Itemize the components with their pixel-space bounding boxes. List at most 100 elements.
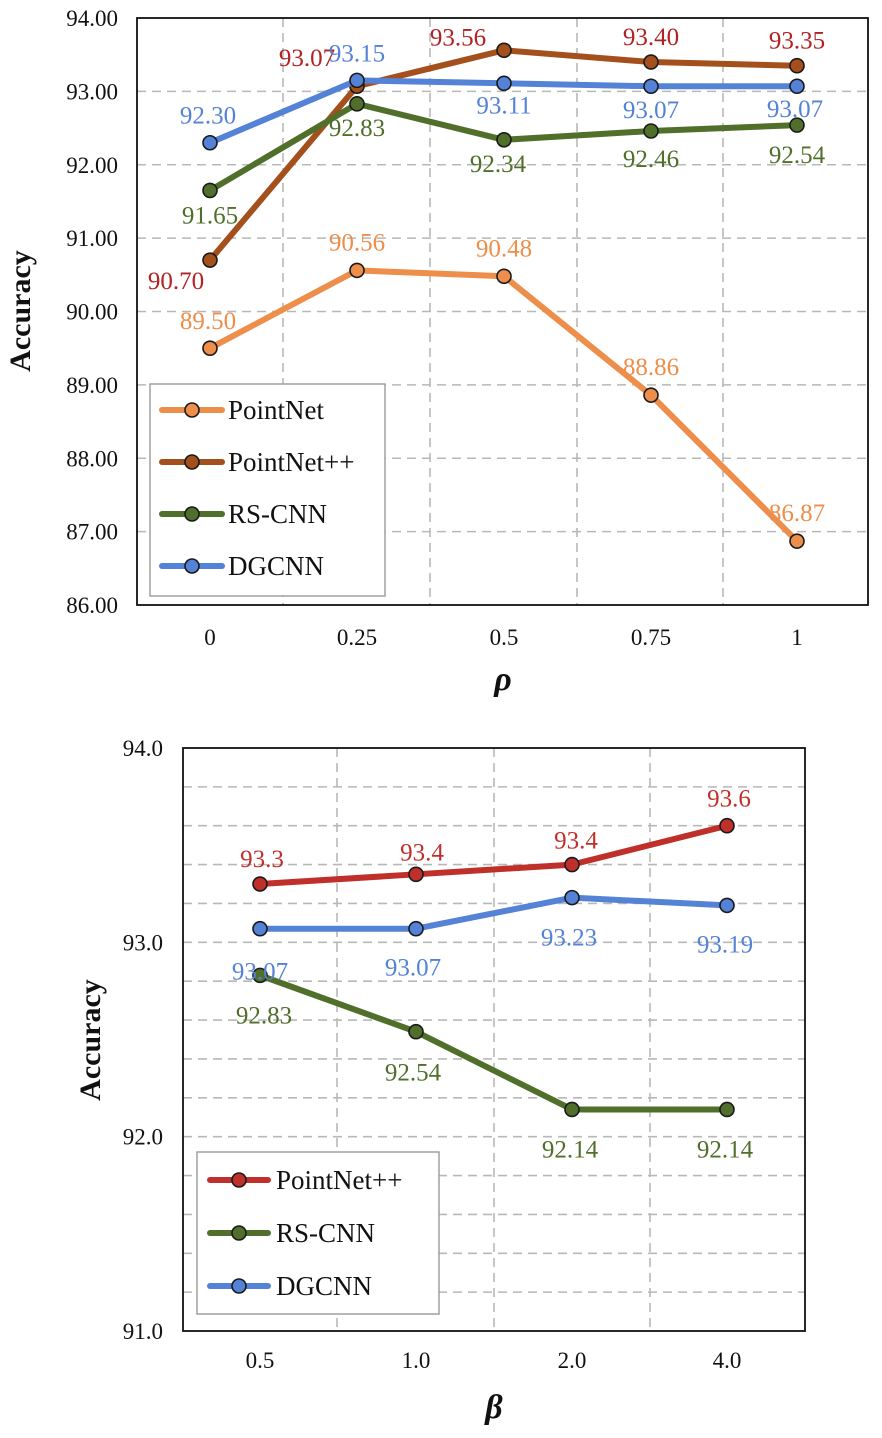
legend: PointNet++ RS-CNN DGCNN: [196, 1151, 440, 1315]
series-rs-cnn: 91.65 92.83 92.34 92.46 92.54: [182, 96, 826, 229]
data-label: 93.6: [707, 786, 751, 813]
data-label: 93.07: [279, 45, 335, 72]
data-point: [564, 856, 580, 873]
data-label: 93.07: [767, 96, 823, 123]
data-point: [564, 889, 580, 906]
data-label: 90.70: [148, 268, 204, 295]
data-point: [408, 1023, 424, 1040]
legend-label: DGCNN: [276, 1271, 372, 1301]
data-point: [564, 1101, 580, 1118]
data-point: [719, 817, 735, 834]
legend-item: RS-CNN: [207, 1218, 375, 1248]
data-label: 92.34: [470, 151, 527, 178]
data-label: 93.11: [476, 92, 531, 119]
x-axis-title: β: [483, 1389, 503, 1426]
data-label: 93.07: [232, 959, 288, 986]
data-point: [202, 340, 218, 356]
data-label: 93.07: [385, 955, 441, 982]
legend-item: PointNet: [159, 395, 325, 425]
legend-item: DGCNN: [159, 551, 324, 581]
data-point: [789, 533, 805, 549]
data-point: [643, 54, 659, 70]
legend-label: RS-CNN: [276, 1218, 375, 1248]
series-rs-cnn: 92.83 92.54 92.14 92.14: [236, 967, 754, 1163]
legend-swatch-marker: [184, 558, 200, 574]
y-tick-label: 86.00: [66, 593, 118, 618]
data-point: [202, 182, 218, 199]
x-tick-label: 0: [204, 625, 216, 650]
y-tick-label: 91.00: [66, 226, 118, 251]
plot-area-frame: [182, 747, 806, 1332]
series-line: [257, 822, 730, 888]
data-point: [496, 132, 512, 148]
data-point: [202, 252, 218, 268]
y-tick-label: 93.00: [66, 79, 118, 104]
legend-label: PointNet++: [276, 1165, 402, 1195]
data-point: [408, 866, 424, 883]
data-point: [789, 78, 805, 95]
data-label: 92.14: [542, 1136, 599, 1163]
legend-swatch-marker: [184, 506, 200, 522]
data-label: 93.19: [697, 931, 753, 958]
data-label: 92.46: [623, 146, 679, 173]
y-tick-label: 88.00: [66, 446, 118, 471]
data-label: 93.35: [769, 28, 825, 55]
legend: PointNet PointNet++ RS-CNN DGCNN: [149, 383, 386, 597]
data-point: [789, 117, 805, 133]
data-point: [643, 123, 659, 139]
legend-item: DGCNN: [207, 1271, 372, 1301]
x-tick-label: 1: [791, 625, 803, 650]
legend-label: PointNet: [228, 395, 325, 425]
legend-swatch-marker: [231, 1278, 247, 1294]
legend-label: RS-CNN: [228, 499, 327, 529]
data-point: [719, 1101, 735, 1118]
data-label: 90.48: [476, 235, 532, 262]
legend-item: RS-CNN: [159, 499, 327, 529]
data-label: 91.65: [182, 202, 238, 229]
legend-item: PointNet++: [207, 1165, 402, 1195]
data-point: [252, 967, 268, 984]
x-tick-label: 0.5: [490, 625, 519, 650]
x-tick-label: 0.25: [337, 625, 377, 650]
series-pointnet-: 93.3 93.4 93.4 93.6: [240, 786, 751, 892]
data-label: 92.54: [769, 142, 826, 169]
data-label: 92.54: [385, 1060, 442, 1087]
data-point: [496, 75, 512, 92]
data-label: 93.15: [329, 40, 385, 67]
y-tick-label: 94.00: [66, 6, 118, 31]
y-tick-label: 87.00: [66, 520, 118, 545]
legend-label: DGCNN: [228, 551, 324, 581]
data-point: [252, 876, 268, 892]
series-pointnet-: 90.70 93.07 93.56 93.40 93.35: [148, 24, 825, 295]
y-tick-label: 92.00: [66, 153, 118, 178]
data-label: 93.3: [240, 846, 284, 873]
data-label: 90.56: [329, 229, 385, 256]
chart-2: 91.0 92.0 93.0 94.0 0.5 1.0 2.0 4.0 Accuracy β 93.…: [74, 736, 806, 1426]
legend-swatch-marker: [231, 1225, 247, 1241]
y-axis-title: Accuracy: [74, 979, 107, 1101]
data-point: [643, 78, 659, 95]
data-point: [349, 262, 365, 279]
series-pointnet: 89.50 90.56 90.48 88.86 86.87: [180, 229, 825, 549]
series-dgcnn: 92.30 93.15 93.11 93.07 93.07: [180, 40, 823, 151]
series-line: [257, 894, 730, 932]
chart-1: 86.00 87.00 88.00 89.00 90.00 91.00 92.00 93.00…: [4, 6, 869, 698]
y-tick-label: 94.0: [123, 736, 163, 761]
data-label: 92.83: [329, 115, 385, 142]
data-label: 93.4: [554, 828, 598, 855]
data-point: [202, 134, 218, 151]
legend-swatch-marker: [184, 402, 200, 418]
data-label: 93.23: [541, 925, 597, 952]
x-tick-label: 2.0: [558, 1348, 587, 1373]
x-tick-label: 1.0: [402, 1348, 431, 1373]
data-label: 86.87: [769, 500, 825, 527]
y-tick-label: 89.00: [66, 373, 118, 398]
data-point: [643, 387, 659, 403]
data-point: [719, 897, 735, 914]
data-label: 88.86: [623, 354, 679, 381]
data-point: [349, 96, 365, 112]
x-axis-title: ρ: [493, 661, 512, 698]
data-point: [789, 57, 805, 74]
data-point: [408, 920, 424, 937]
